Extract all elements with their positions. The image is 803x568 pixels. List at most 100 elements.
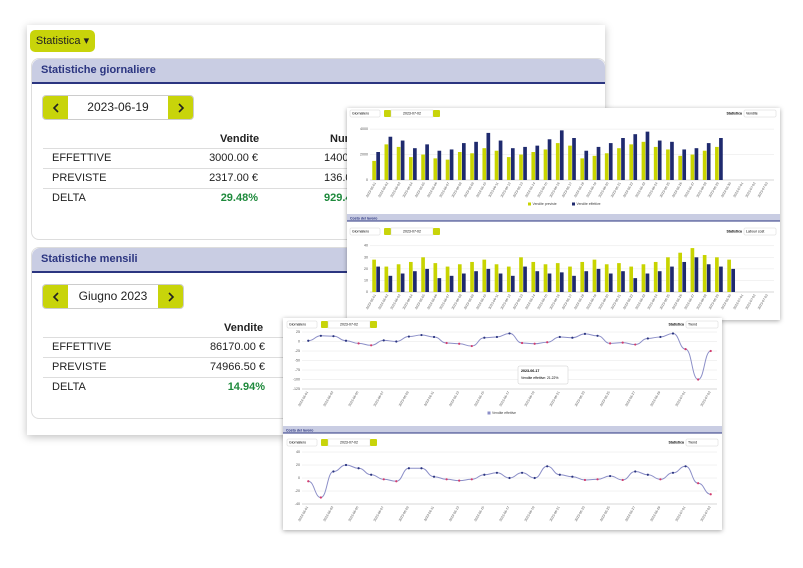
table-row [43,148,603,169]
bar [641,264,646,292]
bar [498,273,503,292]
bar [506,157,511,180]
prev-button[interactable] [321,321,328,328]
date-label: 2023-06-19 [87,100,149,114]
x-tick-label: 2023-06-15 [473,505,485,522]
x-tick-label: 2023-07-03 [757,181,769,198]
x-tick-label: 2023-06-28 [696,181,708,198]
bar [584,271,589,292]
x-tick-label: 2023-07-03 [700,390,712,407]
bar [604,153,609,180]
stat-select[interactable] [685,320,719,329]
statistica-button[interactable]: Statistica ▾ [30,30,95,52]
next-button[interactable] [433,110,440,117]
data-point [621,478,624,482]
x-tick-label: 2023-06-27 [624,390,636,407]
bar [457,152,462,180]
date-nav: 2023-06-19 [42,95,194,120]
data-point [370,344,373,347]
period-select[interactable] [349,109,381,118]
x-tick-label: 2023-06-22 [622,293,634,310]
x-tick-label: 2023-06-26 [671,181,683,198]
next-button[interactable] [158,285,183,308]
x-tick-label: 2023-06-17 [561,293,573,310]
button-label: Statistica [35,35,81,47]
period-label: Giornaliero [352,230,369,234]
x-tick-label: 2023-06-08 [451,181,463,198]
x-tick-label: 2023-06-10 [475,181,487,198]
x-tick-label: 2023-06-24 [647,181,659,198]
x-tick-label: 2023-06-07 [373,390,385,407]
x-tick-label: 2023-06-15 [473,390,485,407]
data-point [332,470,335,473]
bar [449,149,454,180]
bar [506,266,511,292]
stat-select[interactable] [743,227,777,236]
data-point [432,335,436,339]
bar [608,143,613,180]
bar [372,259,376,292]
bar [645,273,650,292]
data-point [483,336,486,339]
date-label: 2023-07-02 [403,112,421,116]
x-tick-label: 2023-06-11 [488,181,500,198]
period-select[interactable] [286,320,318,329]
data-point [558,473,561,476]
next-button[interactable] [433,228,440,235]
x-tick-label: 2023-06-07 [373,505,385,522]
x-tick-label: 2023-06-19 [524,390,536,407]
stat-value: Vendite [746,112,758,116]
y-tick-label: 2000 [360,152,368,156]
x-tick-label: 2023-06-11 [488,293,500,310]
data-point [659,335,662,339]
period-label: Giornaliero [289,323,306,327]
data-point [634,470,637,473]
bar [592,259,597,292]
cell-value: 929.4 [324,192,352,204]
data-point [357,467,360,470]
stat-select[interactable] [743,109,777,118]
bar [702,150,707,180]
data-point [307,480,310,483]
prev-button[interactable] [384,228,391,235]
y-tick-label: 10 [364,278,368,282]
bar [670,141,674,180]
x-tick-label: 2023-06-06 [426,181,438,198]
prev-button[interactable] [321,439,328,446]
x-tick-label: 2023-06-01 [365,293,377,310]
data-point [470,344,473,348]
x-tick-label: 2023-06-08 [451,293,463,310]
table-row [43,188,603,209]
bar [645,131,650,180]
bar [584,150,589,180]
x-tick-label: 2023-07-02 [745,181,757,198]
x-tick-label: 2023-07-03 [700,505,712,522]
month-nav: Giugno 2023 [42,284,184,309]
period-select[interactable] [349,227,381,236]
next-button[interactable] [168,96,193,119]
bar [482,259,487,292]
prev-button[interactable] [43,285,68,308]
bar [462,143,466,180]
stat-select[interactable] [685,438,719,447]
prev-button[interactable] [384,110,391,117]
x-tick-label: 2023-06-11 [423,505,435,522]
stat-value: Trend [688,323,697,327]
data-point [659,478,662,481]
x-tick-label: 2023-06-09 [398,390,410,407]
cell-value: 14.94% [227,381,265,393]
prev-button[interactable] [43,96,68,119]
x-tick-label: 2023-07-02 [745,293,757,310]
bar [384,144,389,180]
next-button[interactable] [370,439,377,446]
data-point [395,340,398,343]
data-point [609,342,612,345]
row-label: EFFETTIVE [52,341,112,353]
panel-header [283,426,722,433]
x-tick-label: 2023-06-02 [377,293,389,310]
bar [498,140,503,180]
data-point [508,332,511,335]
next-button[interactable] [370,321,377,328]
period-select[interactable] [286,438,318,447]
